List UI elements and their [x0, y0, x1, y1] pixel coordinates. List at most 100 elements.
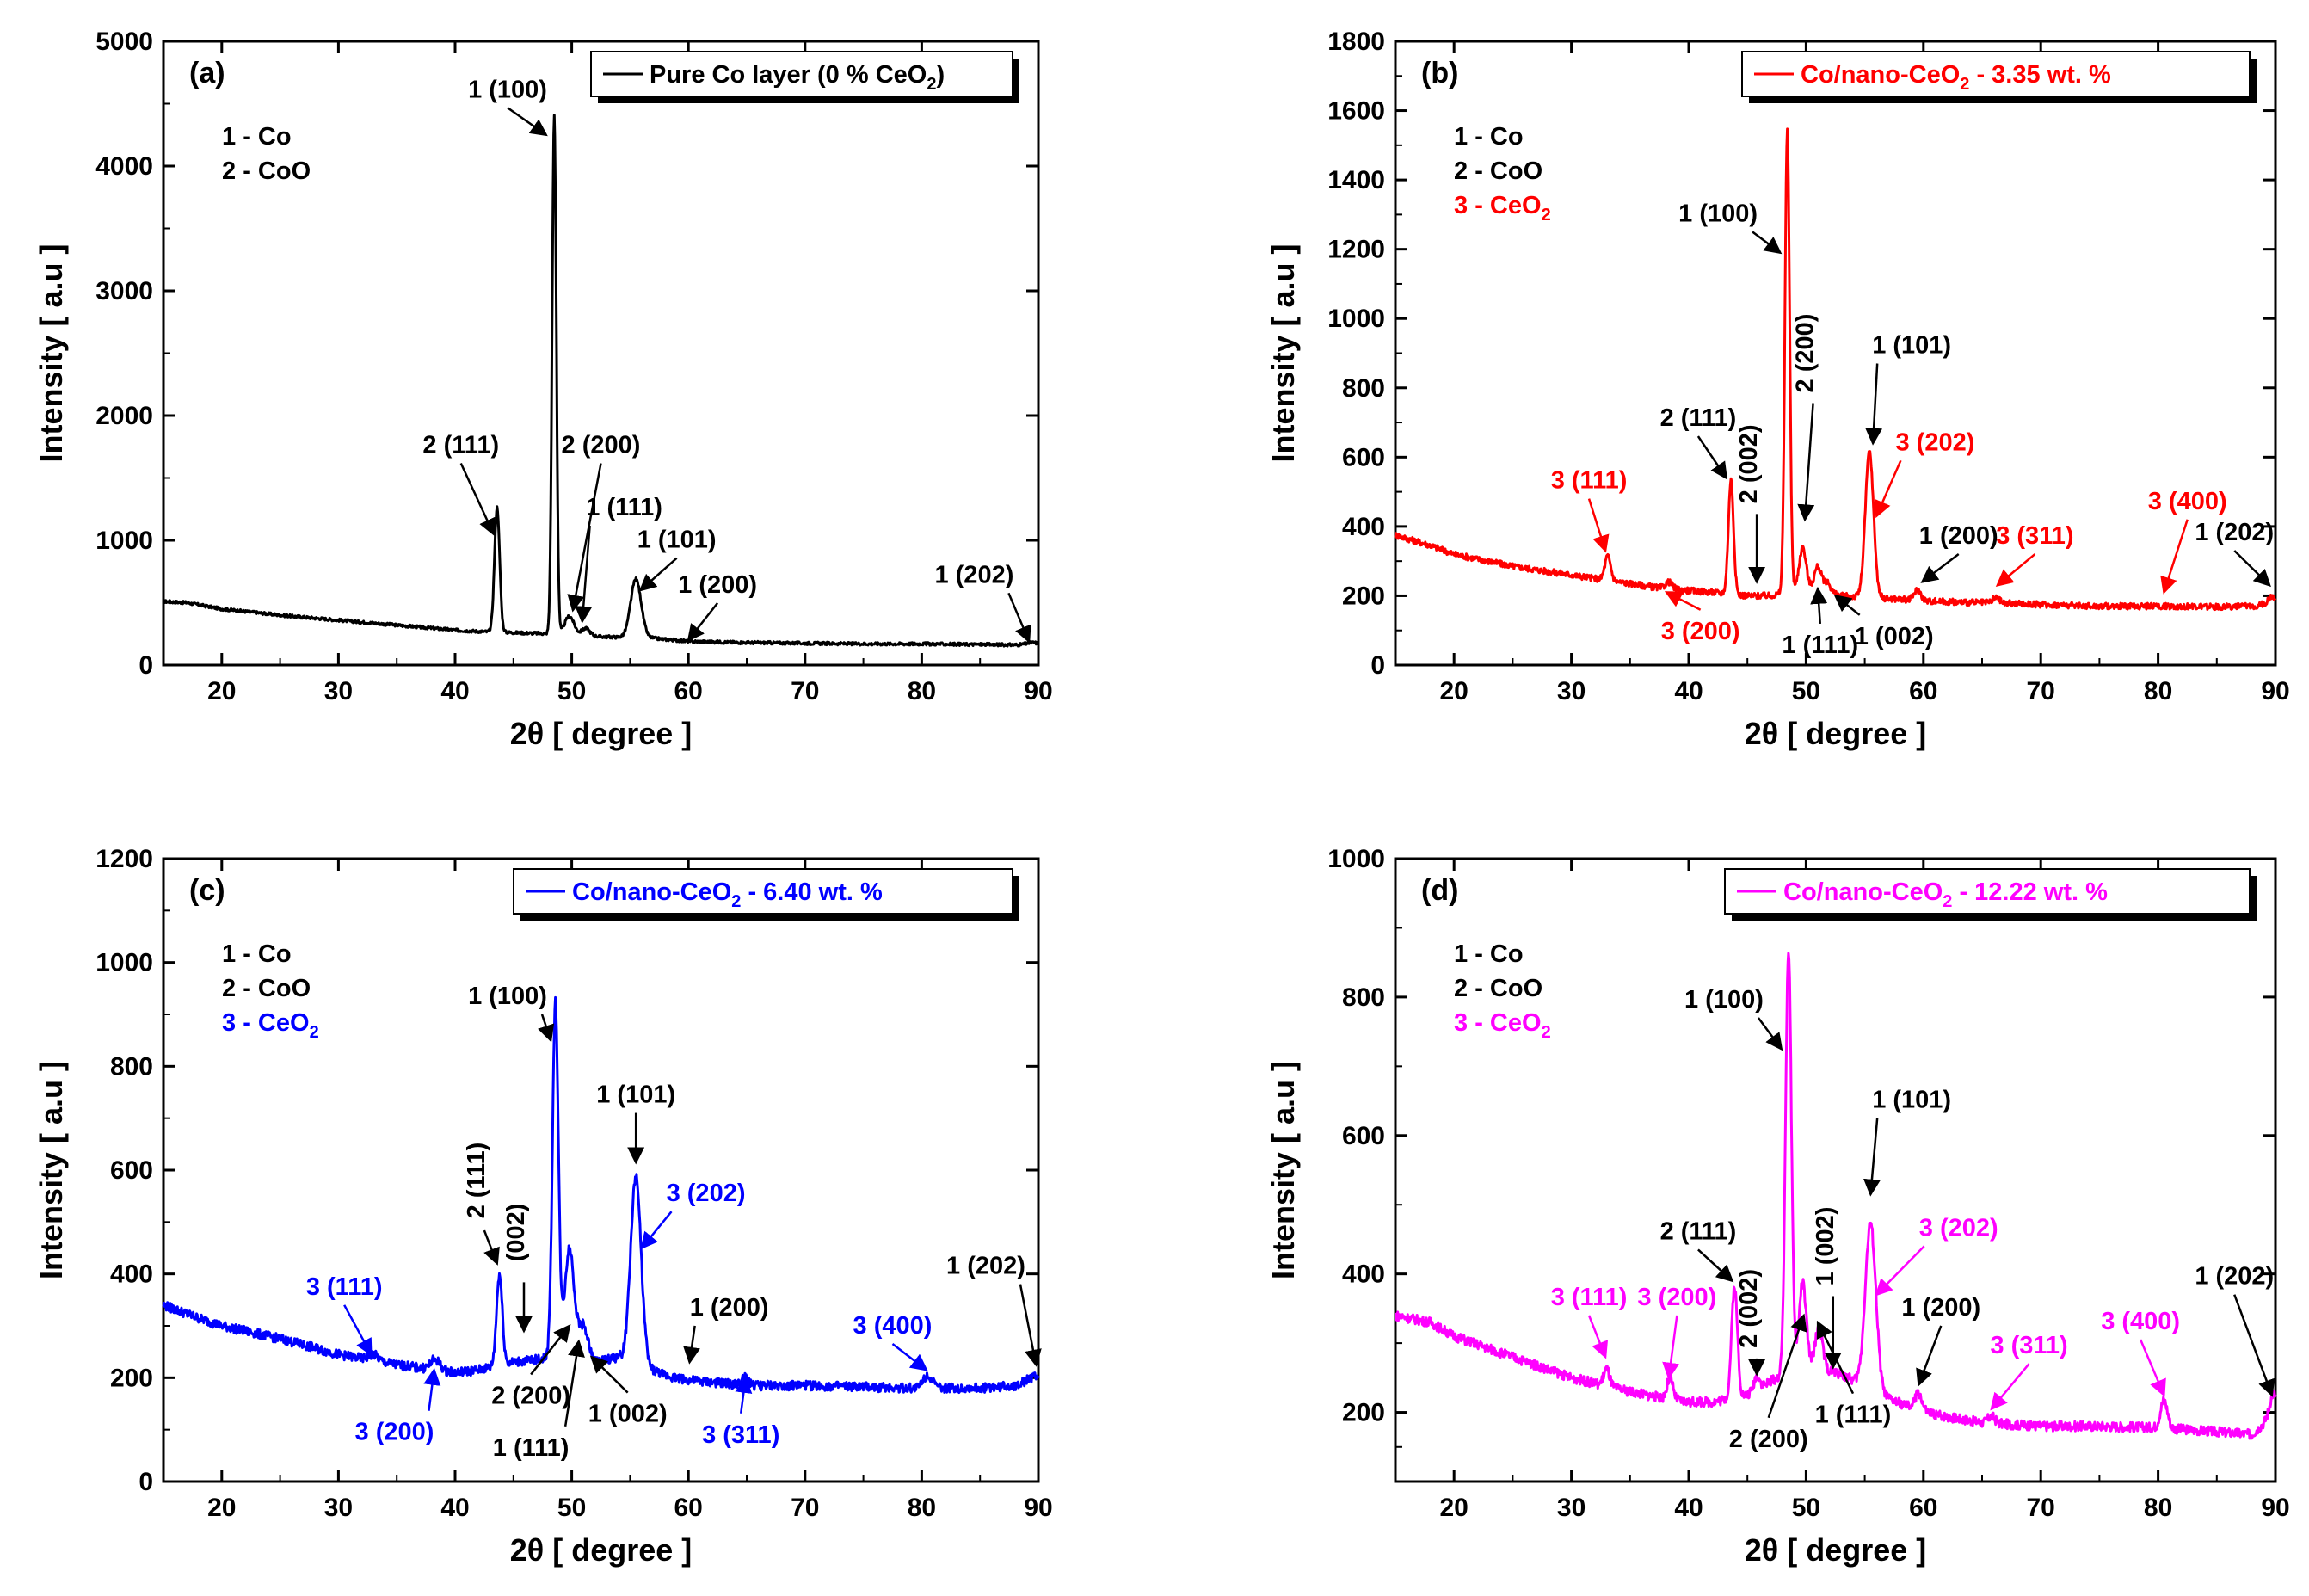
panel-label: (c) [189, 874, 225, 907]
y-tick-label: 200 [1342, 1399, 1385, 1427]
phase-key-name: Co [1490, 123, 1524, 151]
x-tick-label: 40 [1674, 677, 1703, 706]
peak-annotation: 2 (200) [491, 1383, 570, 1410]
peak-annotation-arrow [2139, 1339, 2166, 1397]
peak-annotation-arrow [1664, 591, 1702, 611]
y-tick-label: 1000 [1327, 305, 1385, 333]
y-tick-label: 1000 [95, 949, 153, 977]
x-tick-label: 30 [324, 677, 353, 706]
peak-annotation: 1 (101) [1872, 1087, 1951, 1114]
peak-annotation-arrow [640, 1211, 673, 1250]
y-tick-label: 1400 [1327, 166, 1385, 194]
phase-key-number: 2 [222, 157, 236, 185]
phase-key-name: CoO [258, 157, 311, 185]
phase-key-subscript: 2 [1542, 1023, 1551, 1042]
y-tick-label: 5000 [95, 28, 153, 56]
y-tick-label: 1200 [1327, 236, 1385, 264]
peak-annotation-arrow [1920, 553, 1960, 583]
peak-annotation-arrow [459, 462, 496, 537]
x-tick-label: 20 [1440, 1494, 1469, 1522]
x-tick-label: 90 [2261, 677, 2289, 706]
legend-label: Co/nano-CeO2 - 12.22 wt. % [1783, 878, 2108, 911]
y-axis-label: Intensity [ a.u ] [1265, 1061, 1301, 1279]
x-tick-label: 50 [1792, 1494, 1820, 1522]
y-tick-label: 400 [110, 1260, 153, 1289]
x-tick-label: 80 [2144, 677, 2172, 706]
x-tick-label: 30 [324, 1494, 353, 1522]
y-tick-label: 600 [1342, 443, 1385, 471]
phase-key-number: 3 [222, 1009, 236, 1037]
y-tick-label: 200 [1342, 582, 1385, 610]
x-tick-label: 30 [1557, 1494, 1586, 1522]
x-tick-label: 70 [2027, 1494, 2055, 1522]
x-tick-label: 20 [207, 1494, 236, 1522]
plot-frame [1394, 857, 2277, 1483]
peak-annotation: 1 (101) [1872, 332, 1951, 360]
phase-key-item: 2 - CoO [1454, 157, 1542, 185]
phase-key-name: CoO [1490, 975, 1542, 1002]
peak-annotation: 2 (200) [562, 432, 641, 459]
peak-annotation-arrow [1767, 1313, 1807, 1419]
x-tick-label: 60 [674, 677, 703, 706]
peak-annotation-arrow [1797, 403, 1815, 522]
phase-key-item: 3 - CeO2 [222, 1009, 319, 1042]
peak-annotation-arrow [1587, 498, 1610, 553]
y-tick-label: 1200 [95, 845, 153, 873]
x-axis-label: 2θ [ degree ] [1745, 716, 1927, 751]
x-tick-label: 90 [1024, 677, 1052, 706]
x-tick-label: 50 [1792, 677, 1820, 706]
x-tick-label: 60 [1909, 677, 1937, 706]
peak-annotation: 1 (002) [1812, 1207, 1839, 1286]
peak-annotation: 1 (200) [1919, 522, 1998, 550]
y-tick-label: 800 [1342, 374, 1385, 403]
peak-annotation-arrow [343, 1304, 373, 1357]
peak-annotation-arrow [1995, 553, 2036, 587]
phase-key-item: 1 - Co [1454, 940, 1524, 968]
panel-c: 20 30 40 50 60 70 80 90 0 200 400 600 800 1000 1200 2θ … [34, 845, 1053, 1568]
panel-label: (d) [1421, 874, 1458, 907]
phase-key-item: 1 - Co [222, 940, 292, 968]
x-tick-label: 50 [557, 1494, 586, 1522]
phase-key-subscript: 2 [1542, 206, 1551, 225]
y-tick-label: 800 [110, 1052, 153, 1081]
legend-label: Co/nano-CeO2 - 6.40 wt. % [572, 878, 883, 911]
x-tick-label: 50 [557, 677, 586, 706]
peak-annotation-arrow [1875, 1245, 1925, 1297]
phase-key-item: 2 - CoO [222, 975, 311, 1002]
y-tick-label: 0 [139, 1468, 153, 1496]
legend-label: Pure Co layer (0 % CeO2) [650, 61, 945, 94]
peak-annotation: 1 (202) [946, 1253, 1025, 1280]
peak-annotation-arrow [483, 1229, 500, 1266]
y-tick-label: 2000 [95, 402, 153, 430]
peak-annotation-arrow [423, 1367, 441, 1411]
phase-key-subscript: 2 [310, 1023, 319, 1042]
y-tick-label: 0 [1370, 651, 1385, 680]
legend-label: Co/nano-CeO2 - 3.35 wt. % [1801, 61, 2111, 94]
peak-annotation: 1 (111) [1815, 1402, 1892, 1429]
peak-annotation: 3 (311) [702, 1421, 779, 1449]
phase-key-item: 3 - CeO2 [1454, 192, 1551, 225]
peak-annotation: 3 (311) [1990, 1332, 2067, 1359]
phase-key-item: 3 - CeO2 [1454, 1009, 1551, 1042]
peak-annotation: 1 (200) [690, 1294, 769, 1322]
peak-annotation-arrow [1833, 594, 1861, 616]
peak-annotation: 1 (100) [468, 983, 547, 1010]
peak-annotation: 1 (100) [1678, 200, 1758, 227]
peak-annotation: 1 (202) [2195, 1263, 2274, 1291]
peak-annotation-arrow [1865, 363, 1883, 446]
peak-annotation-arrow [735, 1375, 753, 1414]
y-axis-label: Intensity [ a.u ] [34, 243, 69, 462]
x-axis-label: 2θ [ degree ] [1745, 1532, 1927, 1568]
y-tick-label: 800 [1342, 983, 1385, 1012]
peak-annotation-arrow [683, 1325, 700, 1365]
y-tick-label: 0 [139, 651, 153, 680]
x-axis-label: 2θ [ degree ] [510, 1532, 693, 1568]
peak-annotation: 1 (002) [1855, 623, 1934, 650]
peak-annotation: 1 (200) [678, 571, 757, 599]
peak-annotation-arrow [563, 1339, 585, 1427]
xrd-pattern-line [1394, 127, 2277, 612]
y-tick-label: 200 [110, 1364, 153, 1392]
peak-annotation-arrow [1752, 231, 1783, 255]
peak-annotation: 1 (100) [468, 76, 547, 103]
peak-annotation: 3 (311) [1996, 522, 2073, 550]
